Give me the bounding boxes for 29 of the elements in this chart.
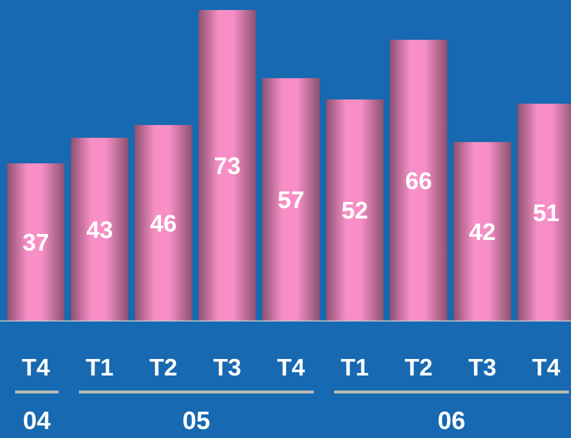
data-label: 42 [469, 218, 496, 246]
x-tick-label: T3 [213, 354, 242, 382]
bar [134, 125, 192, 321]
x-tick-label: T4 [532, 354, 561, 382]
bar [70, 138, 128, 321]
text: 04 [22, 406, 51, 435]
x-tick-label: T2 [149, 354, 178, 382]
x-tick-label: T4 [22, 354, 50, 382]
x-tick-label: T2 [404, 354, 433, 382]
data-label: 37 [22, 230, 50, 257]
x-tick-label: T3 [468, 354, 496, 382]
bar [326, 99, 384, 321]
data-label: 46 [150, 210, 177, 238]
x-tick-label: T1 [340, 354, 369, 382]
bar [198, 10, 256, 321]
bar [390, 40, 448, 321]
data-label: 43 [86, 216, 113, 244]
text: 06 [438, 406, 466, 435]
bar [7, 163, 65, 321]
text: 05 [182, 406, 210, 435]
data-label: 51 [532, 200, 560, 227]
data-label: 57 [278, 186, 304, 214]
bar [454, 142, 512, 321]
x-tick-label: T1 [86, 354, 114, 382]
bar [262, 78, 320, 321]
data-label: 66 [405, 168, 432, 195]
data-label: 52 [341, 198, 368, 225]
x-tick-label: T4 [276, 354, 306, 382]
data-label: 73 [214, 152, 241, 180]
